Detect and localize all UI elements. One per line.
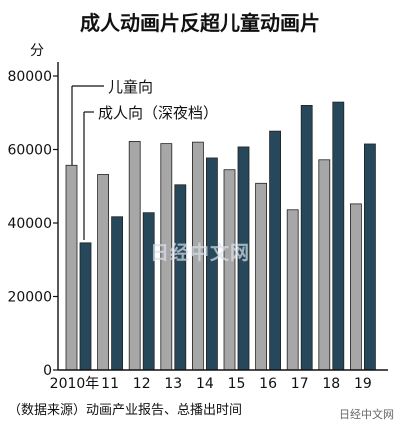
bar-adult-6 [269,130,282,371]
bar-children-0 [65,164,78,371]
x-tick-label: 2010年 [50,376,100,392]
x-tick-label: 17 [291,376,309,392]
x-tick-label: 19 [354,376,372,392]
bar-adult-3 [174,184,187,371]
bar-adult-8 [332,101,345,371]
bars [65,101,376,371]
x-tick-label: 14 [196,376,214,392]
legend: 儿童向 成人向（深夜档） [71,78,218,240]
watermark-corner: 日经中文网 [339,408,394,421]
x-tick-label: 16 [259,376,277,392]
axes [57,62,388,371]
bar-children-8 [318,159,331,371]
y-tick-label: 40000 [7,216,52,232]
bar-children-7 [286,209,299,371]
bar-adult-7 [300,105,313,371]
legend-label-adult: 成人向（深夜档） [98,104,218,122]
y-tick-label: 20000 [7,290,52,306]
x-tick-label: 12 [133,376,151,392]
bar-adult-9 [363,143,376,371]
y-tick-label: 0 [43,363,52,379]
y-axis-label: 分 [30,43,44,59]
legend-label-children: 儿童向 [108,78,153,96]
bar-adult-2 [142,212,155,371]
bar-adult-1 [111,216,123,371]
x-tick-label: 15 [228,376,246,392]
x-axis-labels: 2010年 11 12 13 14 15 16 17 18 19 [50,376,372,392]
y-axis-ticks: 0 20000 40000 60000 80000 [7,69,58,379]
source-note: （数据来源）动画产业报告、总播出时间 [8,403,242,418]
bar-children-6 [255,182,268,371]
x-tick-label: 11 [101,376,119,392]
bar-children-2 [128,141,141,371]
bar-adult-0 [79,242,92,371]
bar-children-9 [349,203,362,371]
x-tick-label: 18 [322,376,340,392]
chart-title: 成人动画片反超儿童动画片 [80,11,320,35]
bar-children-5 [223,169,236,371]
x-tick-label: 13 [164,376,182,392]
y-tick-label: 80000 [7,69,52,85]
watermark: 日经中文网 [150,242,251,264]
bar-children-1 [97,174,109,371]
y-tick-label: 60000 [7,143,52,159]
